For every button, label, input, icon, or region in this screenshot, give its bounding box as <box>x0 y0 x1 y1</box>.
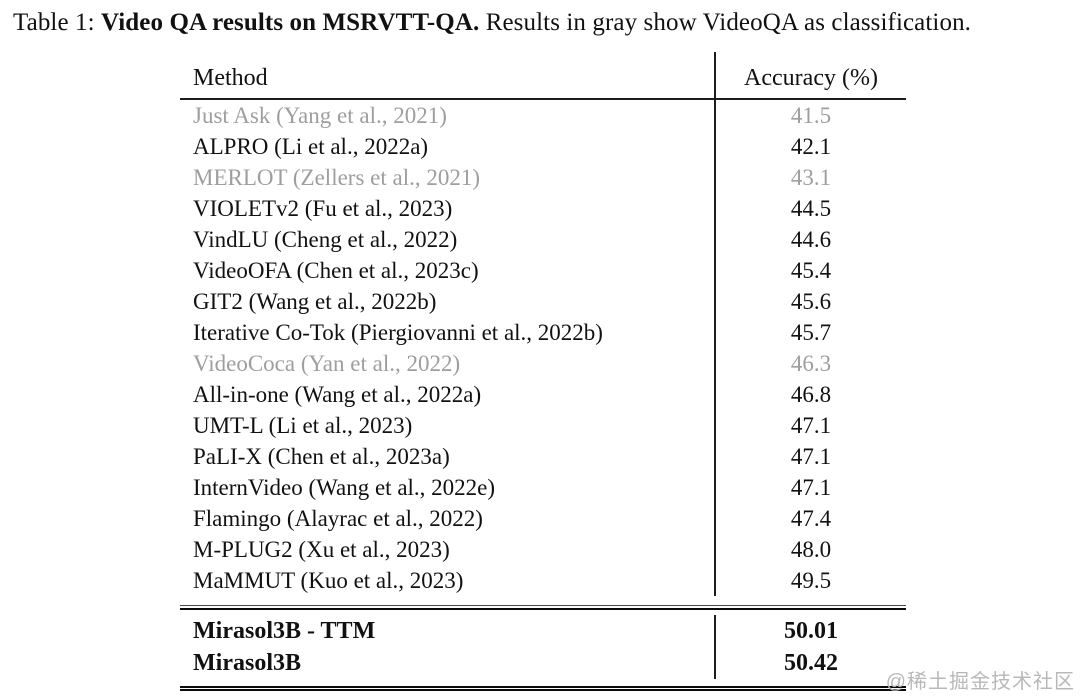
accuracy-cell: 46.8 <box>714 379 906 410</box>
table-header-row: Method Accuracy (%) <box>180 52 906 100</box>
table-row: Iterative Co-Tok (Piergiovanni et al., 2… <box>180 317 906 348</box>
table-body: Just Ask (Yang et al., 2021) 41.5 ALPRO (L… <box>180 100 906 605</box>
accuracy-cell: 50.42 <box>714 647 906 679</box>
table-row: All-in-one (Wang et al., 2022a) 46.8 <box>180 379 906 410</box>
accuracy-cell: 41.5 <box>714 100 906 131</box>
accuracy-cell: 47.1 <box>714 441 906 472</box>
table-row: PaLI-X (Chen et al., 2023a) 47.1 <box>180 441 906 472</box>
method-cell: VideoCoca (Yan et al., 2022) <box>193 351 461 376</box>
accuracy-cell: 43.1 <box>714 162 906 193</box>
accuracy-cell: 48.0 <box>714 534 906 565</box>
table-row: Flamingo (Alayrac et al., 2022) 47.4 <box>180 503 906 534</box>
table-highlight-section: Mirasol3B - TTM 50.01 Mirasol3B 50.42 <box>180 610 906 686</box>
table-row: VideoOFA (Chen et al., 2023c) 45.4 <box>180 255 906 286</box>
accuracy-cell: 45.7 <box>714 317 906 348</box>
accuracy-cell: 47.1 <box>714 410 906 441</box>
method-cell: ALPRO (Li et al., 2022a) <box>193 134 429 159</box>
accuracy-cell: 47.1 <box>714 472 906 503</box>
method-cell: VideoOFA (Chen et al., 2023c) <box>193 258 479 283</box>
method-cell: Iterative Co-Tok (Piergiovanni et al., 2… <box>193 320 603 345</box>
method-cell: MaMMUT (Kuo et al., 2023) <box>193 568 464 593</box>
accuracy-cell: 45.4 <box>714 255 906 286</box>
method-cell: VIOLETv2 (Fu et al., 2023) <box>193 196 453 221</box>
accuracy-cell: 47.4 <box>714 503 906 534</box>
accuracy-cell: 42.1 <box>714 131 906 162</box>
table-row: MERLOT (Zellers et al., 2021) 43.1 <box>180 162 906 193</box>
method-cell: GIT2 (Wang et al., 2022b) <box>193 289 437 314</box>
method-cell: PaLI-X (Chen et al., 2023a) <box>193 444 450 469</box>
method-cell: Just Ask (Yang et al., 2021) <box>193 103 447 128</box>
method-cell: All-in-one (Wang et al., 2022a) <box>193 382 482 407</box>
table-row: ALPRO (Li et al., 2022a) 42.1 <box>180 131 906 162</box>
caption-rest: Results in gray show VideoQA as classifi… <box>479 9 972 36</box>
bottom-rule <box>180 686 906 691</box>
mid-double-rule <box>180 605 906 610</box>
table-row: UMT-L (Li et al., 2023) 47.1 <box>180 410 906 441</box>
table-caption: Table 1: Video QA results on MSRVTT-QA. … <box>13 8 971 38</box>
accuracy-cell: 49.5 <box>714 565 906 596</box>
method-cell: Mirasol3B <box>193 650 301 676</box>
method-cell: VindLU (Cheng et al., 2022) <box>193 227 458 252</box>
caption-prefix: Table 1: <box>13 9 102 36</box>
table-row: VideoCoca (Yan et al., 2022) 46.3 <box>180 348 906 379</box>
table-row: InternVideo (Wang et al., 2022e) 47.1 <box>180 472 906 503</box>
table-row: VindLU (Cheng et al., 2022) 44.6 <box>180 224 906 255</box>
method-cell: Mirasol3B - TTM <box>193 618 376 644</box>
table-row: M-PLUG2 (Xu et al., 2023) 48.0 <box>180 534 906 565</box>
column-header-accuracy: Accuracy (%) <box>714 52 906 98</box>
method-cell: M-PLUG2 (Xu et al., 2023) <box>193 537 450 562</box>
table-row: MaMMUT (Kuo et al., 2023) 49.5 <box>180 565 906 596</box>
accuracy-cell: 44.5 <box>714 193 906 224</box>
accuracy-cell: 46.3 <box>714 348 906 379</box>
table-row: GIT2 (Wang et al., 2022b) 45.6 <box>180 286 906 317</box>
caption-title: Video QA results on MSRVTT-QA. <box>101 9 480 36</box>
method-cell: InternVideo (Wang et al., 2022e) <box>193 475 496 500</box>
accuracy-cell: 45.6 <box>714 286 906 317</box>
column-header-method: Method <box>193 65 268 91</box>
accuracy-cell: 44.6 <box>714 224 906 255</box>
watermark: @稀土掘金技术社区 <box>885 671 1075 693</box>
table-row: Just Ask (Yang et al., 2021) 41.5 <box>180 100 906 131</box>
method-cell: Flamingo (Alayrac et al., 2022) <box>193 506 483 531</box>
accuracy-cell: 50.01 <box>714 615 906 647</box>
method-cell: UMT-L (Li et al., 2023) <box>193 413 413 438</box>
table-row: Mirasol3B - TTM 50.01 <box>180 615 906 647</box>
method-cell: MERLOT (Zellers et al., 2021) <box>193 165 481 190</box>
table-row: VIOLETv2 (Fu et al., 2023) 44.5 <box>180 193 906 224</box>
results-table: Method Accuracy (%) Just Ask (Yang et al… <box>180 52 906 691</box>
table-row: Mirasol3B 50.42 <box>180 647 906 679</box>
